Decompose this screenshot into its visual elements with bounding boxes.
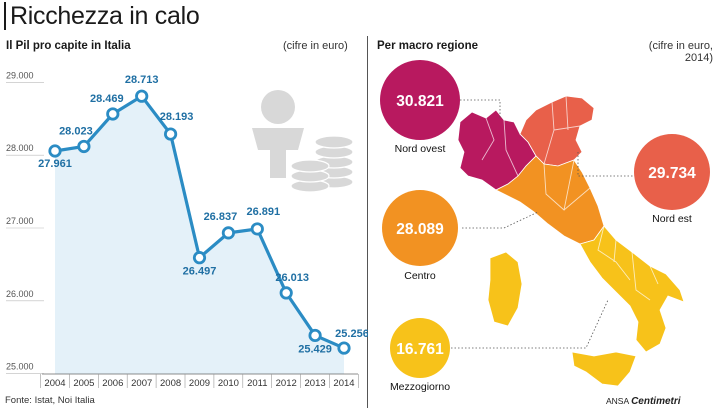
x-tick-label: 2010 [218, 378, 239, 389]
data-label: 27.961 [38, 158, 72, 170]
bubble-nord-ovest-value: 30.821 [396, 93, 444, 110]
bubble-nord-est: 29.734 Nord est [634, 134, 710, 225]
leader-lines [444, 99, 636, 349]
x-tick-label: 2005 [73, 378, 94, 389]
data-point [337, 341, 351, 355]
data-point [164, 127, 178, 141]
right-unit-note: (cifre in euro, 2014) [633, 40, 713, 64]
x-tick-label: 2008 [160, 378, 181, 389]
bubble-mezzogiorno-value: 16.761 [396, 341, 444, 358]
data-label: 25.429 [298, 343, 332, 355]
y-tick-label: 25.000 [6, 362, 34, 372]
y-tick-label: 29.000 [6, 70, 34, 80]
italy-map [457, 95, 685, 387]
data-label: 26.891 [246, 206, 280, 218]
credit-logo: ANSA Centimetri [606, 396, 681, 407]
source-note: Fonte: Istat, Noi Italia [5, 395, 95, 406]
data-label: 28.193 [160, 111, 194, 123]
map-region-sicilia [571, 351, 637, 387]
axis-layer: 25.000 26.000 27.000 28.000 29.000 2004 2005 20… [6, 70, 359, 389]
x-tick-label: 2009 [189, 378, 210, 389]
left-unit-note: (cifre in euro) [283, 40, 348, 52]
right-unit-note-line1: (cifre in euro, [648, 40, 713, 52]
right-unit-note-line2: 2014) [684, 52, 713, 64]
y-tick-label: 27.000 [6, 216, 34, 226]
data-label: 28.023 [59, 125, 93, 137]
x-tick-label: 2014 [333, 378, 354, 389]
bubble-nord-est-value: 29.734 [648, 165, 696, 182]
area-fill [55, 96, 344, 375]
data-point [250, 222, 264, 236]
data-label: 26.837 [204, 211, 238, 223]
map-region-nord-est [519, 95, 595, 167]
bubble-centro-label: Centro [404, 270, 436, 282]
data-point [77, 139, 91, 154]
x-tick-label: 2007 [131, 378, 152, 389]
bubble-mezzogiorno-circle [390, 318, 450, 378]
bubble-centro-circle [382, 190, 458, 266]
map-region-mezzogiorno [579, 225, 685, 353]
person-coins-icon [252, 90, 354, 193]
credit-prefix: ANSA [606, 396, 629, 406]
left-subtitle: Il Pil pro capite in Italia [6, 40, 131, 52]
bubble-nord-ovest: 30.821 Nord ovest [380, 60, 460, 155]
bubble-mezzogiorno-label: Mezzogiorno [390, 381, 450, 393]
line-layer [48, 89, 351, 355]
x-tick-label: 2006 [102, 378, 123, 389]
map-internal-borders [481, 95, 659, 301]
map-region-centro [495, 155, 605, 245]
data-point [279, 286, 293, 300]
area-layer [55, 96, 344, 375]
data-point [221, 226, 235, 240]
gdp-line-chart: 25.000 26.000 27.000 28.000 29.000 2004 2005 20… [6, 70, 368, 389]
panel-divider [367, 36, 368, 408]
y-tick-label: 26.000 [6, 289, 34, 299]
bubble-nord-est-label: Nord est [652, 213, 692, 225]
bubble-nord-ovest-circle [380, 60, 460, 140]
credit-brand: Centimetri [631, 396, 681, 407]
region-map-chart: 30.821 Nord ovest 29.734 Nord est 28.089… [380, 60, 710, 393]
data-point [106, 107, 120, 121]
data-label: 25.256 [335, 328, 368, 340]
data-point [192, 251, 207, 265]
page-title: Ricchezza in calo [4, 2, 200, 30]
right-subtitle: Per macro regione [377, 40, 478, 52]
map-region-sardegna [487, 251, 523, 327]
bubble-nord-ovest-label: Nord ovest [395, 143, 446, 155]
data-label: 28.713 [125, 74, 159, 86]
x-tick-label: 2004 [44, 378, 65, 389]
bubble-mezzogiorno: 16.761 Mezzogiorno [390, 318, 450, 393]
y-tick-label: 28.000 [6, 143, 34, 153]
data-point [135, 89, 149, 103]
data-label: 26.013 [275, 272, 309, 284]
data-label: 28.469 [90, 93, 124, 105]
bubble-centro: 28.089 Centro [382, 190, 458, 282]
x-tick-label: 2011 [247, 378, 267, 389]
data-point [308, 328, 322, 343]
data-label: 26.497 [183, 266, 217, 278]
x-tick-label: 2012 [276, 378, 297, 389]
bubble-nord-est-circle [634, 134, 710, 210]
x-tick-label: 2013 [305, 378, 326, 389]
bubble-centro-value: 28.089 [396, 221, 444, 238]
data-point [48, 144, 62, 158]
